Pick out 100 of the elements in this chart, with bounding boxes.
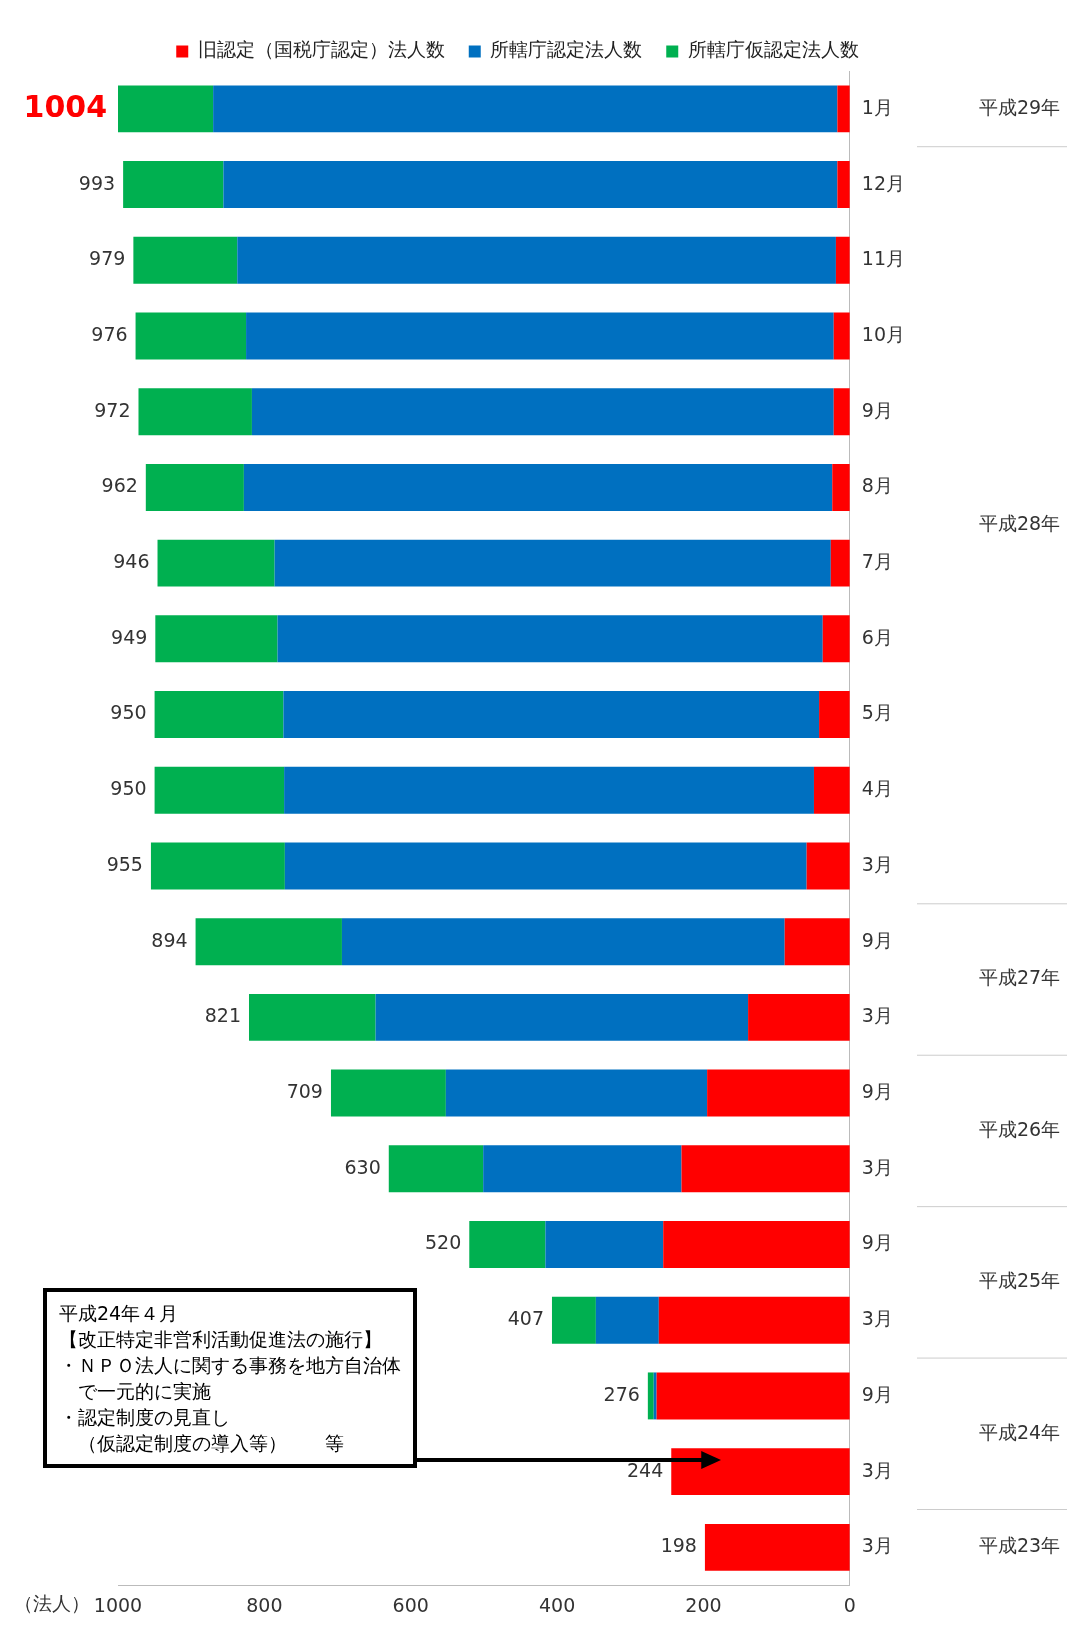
bar: [283, 691, 820, 739]
bar: [445, 1069, 708, 1117]
bar: [832, 463, 850, 511]
total-label: 972: [94, 398, 131, 421]
total-label: 520: [425, 1231, 462, 1254]
y-tick-label: 1月: [861, 95, 893, 118]
bar: [813, 766, 850, 814]
annotation: 平成24年４月: [59, 1301, 180, 1327]
bar: [647, 1372, 654, 1420]
bar: [833, 388, 850, 436]
bar: [388, 1145, 484, 1193]
bar: [223, 161, 838, 209]
bar: [243, 463, 833, 511]
bar: [274, 539, 831, 587]
legend-label: 所轄庁認定法人数: [490, 38, 643, 61]
bar: [656, 1372, 850, 1420]
bar: [155, 615, 278, 663]
bar: [330, 1069, 446, 1117]
bar: [545, 1221, 664, 1268]
bar: [469, 1221, 546, 1268]
bar: [671, 1448, 850, 1496]
y-tick-label: 7月: [861, 550, 893, 573]
x-tick-label: 400: [538, 1593, 576, 1616]
bar: [707, 1069, 850, 1117]
annotation: （仮認定制度の導入等） 等: [77, 1431, 345, 1457]
bar: [748, 993, 850, 1041]
total-label: 946: [113, 550, 150, 573]
total-label: 950: [110, 701, 147, 724]
bar: [658, 1296, 850, 1344]
annotation: で一元的に実施: [77, 1379, 212, 1405]
annotation: ・認定制度の見直し: [59, 1405, 231, 1431]
y-tick-label: 9月: [861, 928, 893, 951]
y-tick-label: 11月: [861, 247, 906, 270]
annotation: ・ＮＰＯ法人に関する事務を地方自治体: [59, 1353, 401, 1379]
x-tick-label: 1000: [93, 1593, 143, 1616]
total-label: 407: [507, 1307, 544, 1330]
total-label: 976: [91, 322, 128, 345]
bar: [837, 161, 850, 209]
y-tick-label: 10月: [861, 322, 906, 345]
annotation: 【改正特定非営利活動促進法の施行】: [59, 1327, 383, 1353]
bar: [246, 312, 834, 360]
total-label: 630: [344, 1155, 381, 1178]
legend-label: 旧認定（国税庁認定）法人数: [197, 38, 445, 61]
bar: [154, 691, 284, 739]
total-label: 955: [106, 852, 143, 875]
bar: [784, 918, 850, 966]
total-label: 276: [603, 1382, 640, 1405]
x-tick-label: 0: [843, 1593, 856, 1616]
total-label: 1004: [23, 88, 108, 124]
bar: [551, 1296, 596, 1344]
y-tick-label: 9月: [861, 398, 893, 421]
bar: [150, 842, 285, 890]
bar: [237, 236, 836, 284]
bar: [133, 236, 238, 284]
text: 平成29年: [979, 95, 1061, 118]
y-tick-label: 8月: [861, 474, 893, 497]
y-tick-label: 4月: [861, 777, 893, 800]
bar: [145, 463, 244, 511]
bar: [154, 766, 285, 814]
y-tick-label: 3月: [861, 1534, 893, 1557]
total-label: 894: [151, 928, 188, 951]
text: 平成23年: [979, 1534, 1061, 1557]
x-tick-label: 200: [685, 1593, 722, 1616]
bar: [595, 1296, 659, 1344]
bar: [822, 615, 850, 663]
total-label: 949: [111, 625, 148, 648]
y-tick-label: 12月: [861, 171, 906, 194]
bar: [833, 312, 850, 360]
bar: [195, 918, 342, 966]
total-label: 709: [286, 1080, 323, 1103]
bar: [277, 615, 823, 663]
bar: [213, 85, 838, 133]
bar: [341, 918, 785, 966]
y-tick-label: 6月: [861, 625, 893, 648]
bar: [138, 388, 252, 436]
x-tick-label: 800: [246, 1593, 283, 1616]
bar: [663, 1221, 850, 1268]
bar: [704, 1523, 850, 1571]
bar: [157, 539, 275, 587]
y-tick-label: 3月: [861, 1307, 893, 1330]
total-label: 993: [78, 171, 116, 194]
x-axis-title: （法人）: [14, 1591, 90, 1614]
text: 平成28年: [979, 512, 1061, 535]
total-label: 950: [110, 777, 147, 800]
bar: [483, 1145, 682, 1193]
bar: [284, 766, 814, 814]
bar: [830, 539, 850, 587]
total-label: 244: [626, 1458, 664, 1481]
y-tick-label: 5月: [861, 701, 893, 724]
text: 平成27年: [979, 966, 1061, 989]
y-tick-label: 3月: [861, 1004, 893, 1027]
y-tick-label: 9月: [861, 1382, 893, 1405]
text: 平成25年: [979, 1269, 1061, 1292]
bar: [251, 388, 834, 436]
total-label: 979: [89, 247, 126, 270]
bar: [835, 236, 850, 284]
y-tick-label: 9月: [861, 1231, 893, 1254]
bar: [135, 312, 247, 360]
bar: [249, 993, 376, 1041]
bar: [681, 1145, 850, 1193]
